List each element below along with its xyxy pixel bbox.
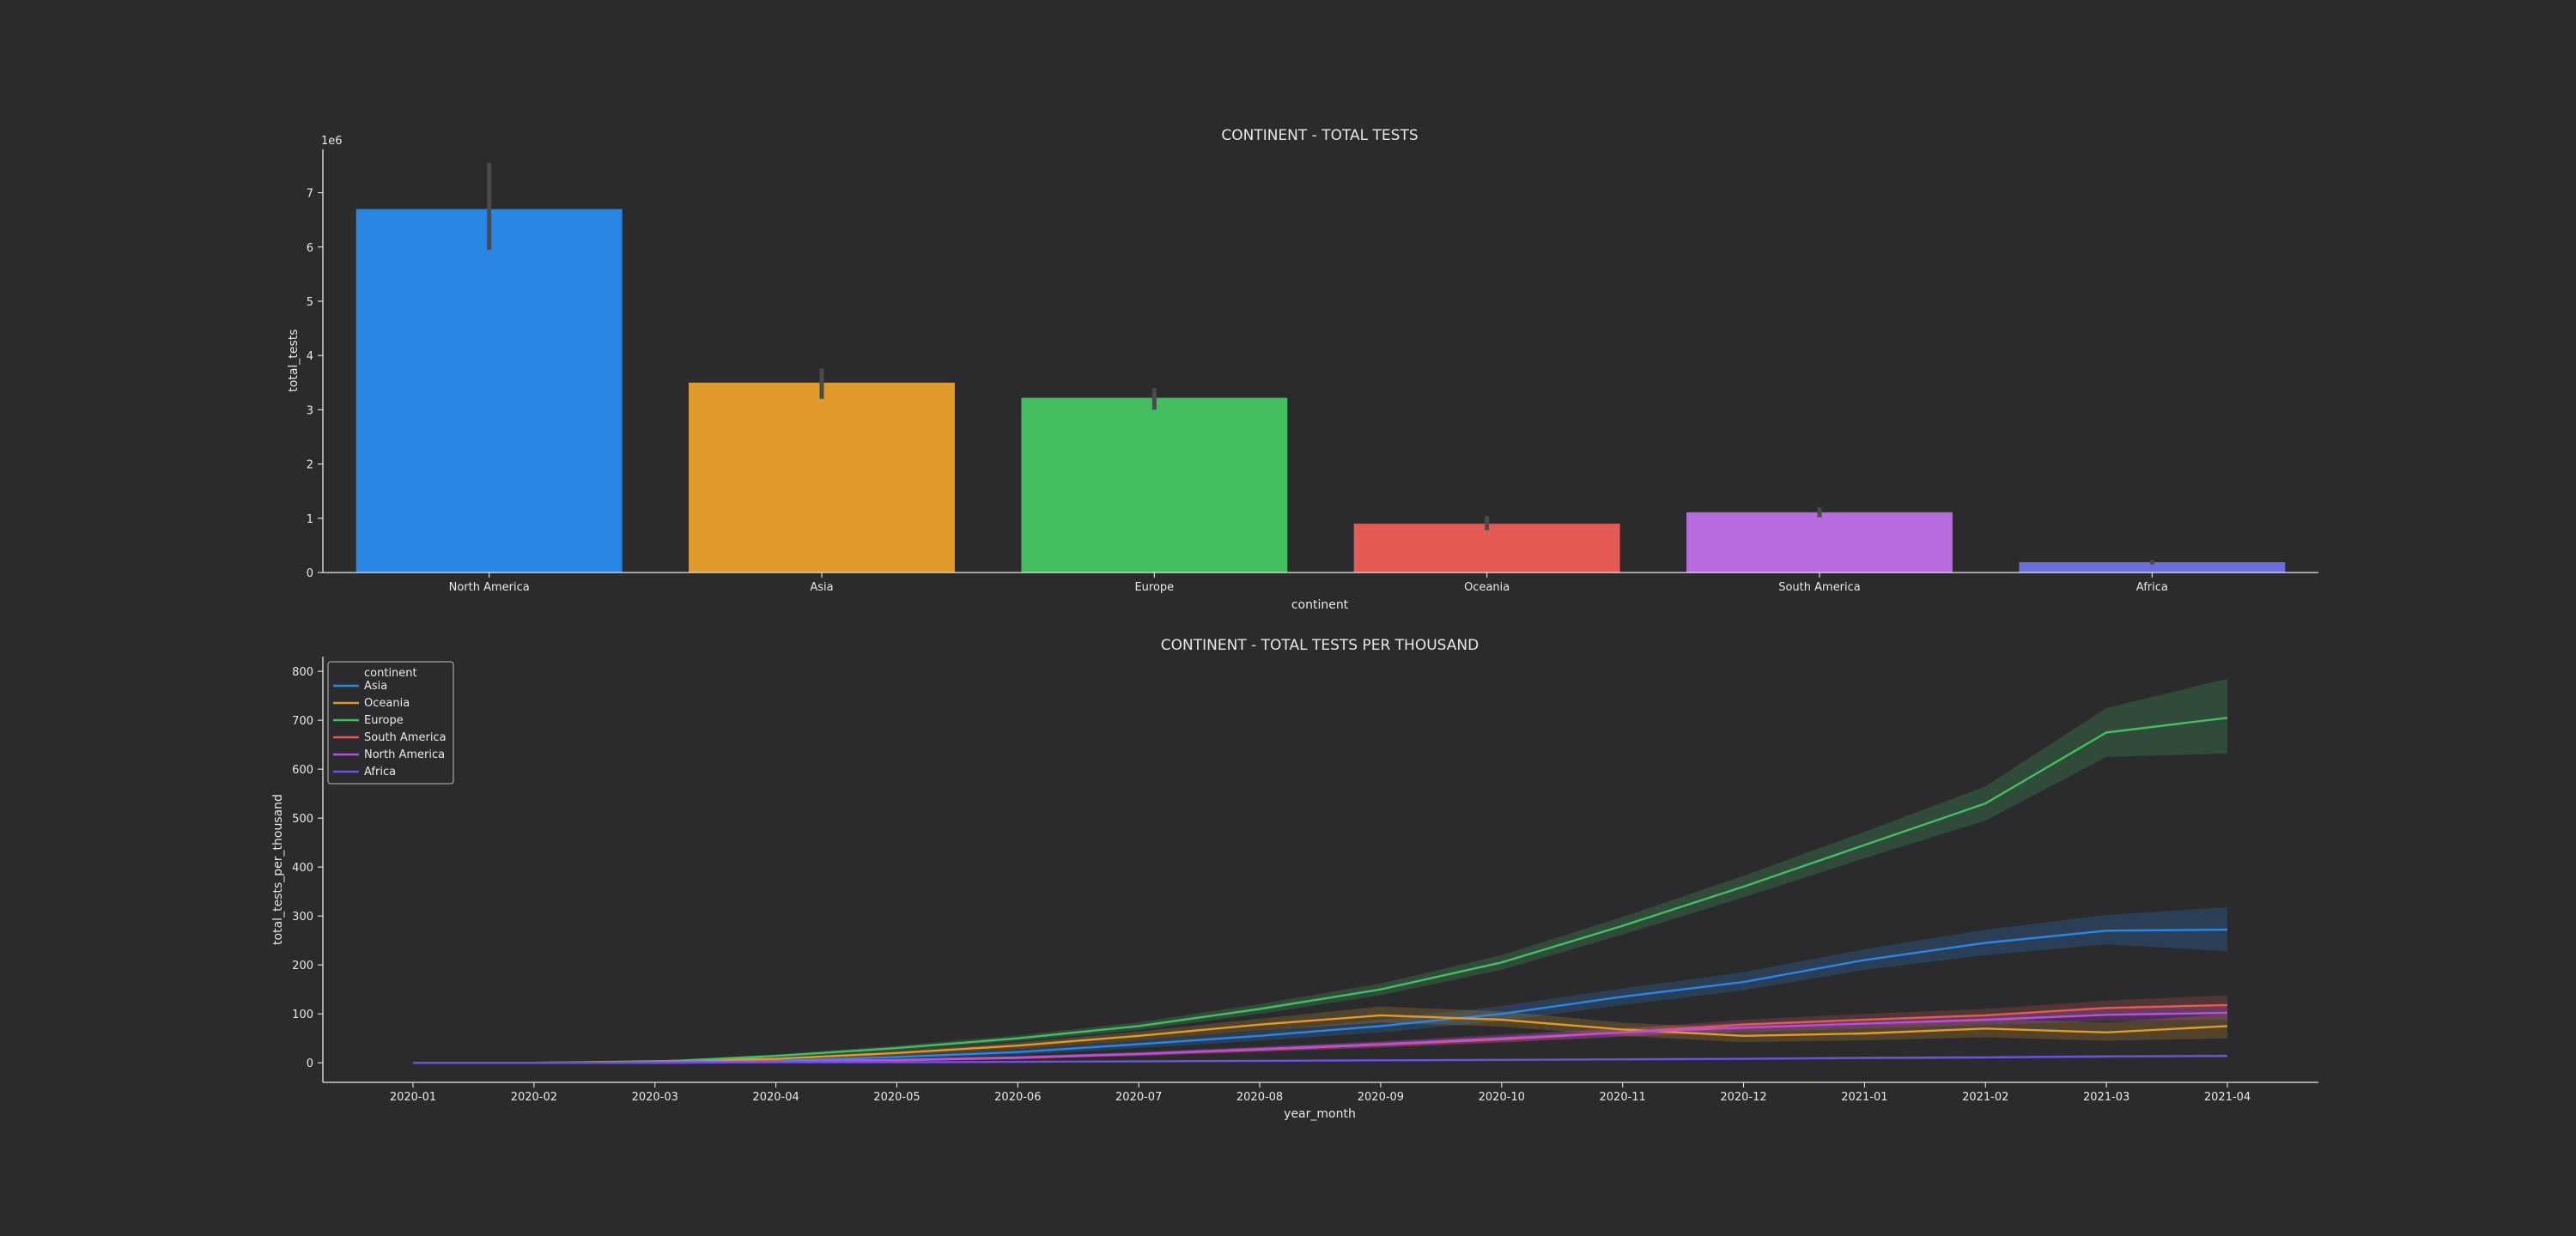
line-y-tick-label: 800 <box>292 666 313 679</box>
bar-y-tick-label: 6 <box>307 242 313 255</box>
line-x-ticks: 2020-01 2020-02 2020-03 2020-04 2020-05 2020-… <box>390 1082 2251 1104</box>
line-x-tick-label: 2020-02 <box>511 1091 557 1104</box>
line-y-tick-label: 200 <box>292 960 313 972</box>
bar-chart: CONTINENT - TOTAL TESTS 1e6 total_tests … <box>287 127 2318 612</box>
bar <box>355 209 623 573</box>
line-x-tick-label: 2020-12 <box>1720 1091 1766 1104</box>
bar <box>689 382 955 573</box>
bar-y-tick-label: 2 <box>307 459 313 472</box>
bar-y-tick-label: 4 <box>307 350 313 363</box>
line-y-tick-label: 700 <box>292 715 313 728</box>
line-x-tick-label: 2021-02 <box>1962 1091 2008 1104</box>
legend-entry: Africa <box>364 766 396 779</box>
bar-x-tick-label: Oceania <box>1464 581 1510 594</box>
series-confidence-band <box>413 1006 2227 1063</box>
series-line <box>413 1054 2228 1064</box>
line-x-tick-label: 2020-09 <box>1358 1091 1404 1104</box>
series-confidence-band <box>413 995 2227 1063</box>
line-y-tick-label: 100 <box>292 1009 313 1021</box>
bar-x-axis-label: continent <box>1291 598 1349 612</box>
line-x-tick-label: 2020-01 <box>390 1091 436 1104</box>
legend-entry: Oceania <box>364 697 410 710</box>
line-x-tick-label: 2020-06 <box>994 1091 1041 1104</box>
bar <box>2019 561 2286 573</box>
line-y-tick-label: 400 <box>292 862 313 875</box>
line-x-tick-label: 2020-03 <box>632 1091 678 1104</box>
line-x-tick-label: 2020-11 <box>1600 1091 1646 1104</box>
line-y-axis-label: total_tests_per_thousand <box>271 794 285 945</box>
bar-y-tick-label: 7 <box>307 188 313 201</box>
bar <box>1353 524 1620 573</box>
bar <box>1021 397 1288 573</box>
line-x-tick-label: 2020-05 <box>873 1091 920 1104</box>
series-line <box>413 717 2228 1064</box>
line-y-tick-label: 600 <box>292 764 313 777</box>
legend-entry: Europe <box>364 714 404 727</box>
bar-x-tick-label: Europe <box>1134 581 1174 594</box>
bar-x-ticks: North America Asia Europe Oceania South Amer… <box>449 573 2168 594</box>
line-y-tick-label: 500 <box>292 813 313 826</box>
legend-items: Asia Oceania Europe South America North Amer… <box>333 680 447 779</box>
line-y-tick-label: 300 <box>292 911 313 924</box>
legend-entry: North America <box>364 748 445 761</box>
legend: continent Asia Oceania Europe South America… <box>327 661 454 785</box>
legend-title: continent <box>364 667 417 680</box>
bar <box>1686 512 1953 573</box>
line-y-tick-label: 0 <box>307 1057 313 1070</box>
bar-y-tick-label: 5 <box>307 296 313 309</box>
line-x-tick-label: 2020-04 <box>752 1091 799 1104</box>
line-x-tick-label: 2021-01 <box>1841 1091 1887 1104</box>
line-x-tick-label: 2020-07 <box>1115 1091 1162 1104</box>
line-x-tick-label: 2020-08 <box>1236 1091 1283 1104</box>
line-x-tick-label: 2021-04 <box>2204 1091 2251 1104</box>
line-chart: CONTINENT - TOTAL TESTS PER THOUSAND tot… <box>271 637 2318 1121</box>
legend-entry: Asia <box>364 680 387 693</box>
bar-y-tick-label: 3 <box>307 404 313 417</box>
legend-entry: South America <box>364 731 447 744</box>
bar-chart-title: CONTINENT - TOTAL TESTS <box>1221 127 1418 144</box>
bar-x-tick-label: Africa <box>2136 581 2168 594</box>
legend-frame <box>327 661 454 785</box>
bar-y-ticks: 0 1 2 3 4 5 6 7 <box>307 188 323 580</box>
line-x-axis-label: year_month <box>1284 1107 1356 1121</box>
bar-offset-label: 1e6 <box>321 135 343 148</box>
series-line <box>413 1014 2228 1064</box>
line-x-tick-label: 2020-10 <box>1479 1091 1525 1104</box>
bar-x-tick-label: North America <box>449 581 530 594</box>
bar-x-tick-label: South America <box>1778 581 1861 594</box>
bar-y-axis-label: total_tests <box>287 329 301 391</box>
line-series <box>413 717 2228 1064</box>
bar-y-tick-label: 1 <box>307 513 313 526</box>
bar-marks <box>355 162 2286 573</box>
line-x-tick-label: 2021-03 <box>2083 1091 2129 1104</box>
line-chart-title: CONTINENT - TOTAL TESTS PER THOUSAND <box>1161 637 1479 654</box>
line-y-ticks: 0 100 200 300 400 500 600 700 800 <box>292 666 323 1070</box>
bar-y-tick-label: 0 <box>307 567 313 580</box>
bar-x-tick-label: Asia <box>810 581 833 594</box>
